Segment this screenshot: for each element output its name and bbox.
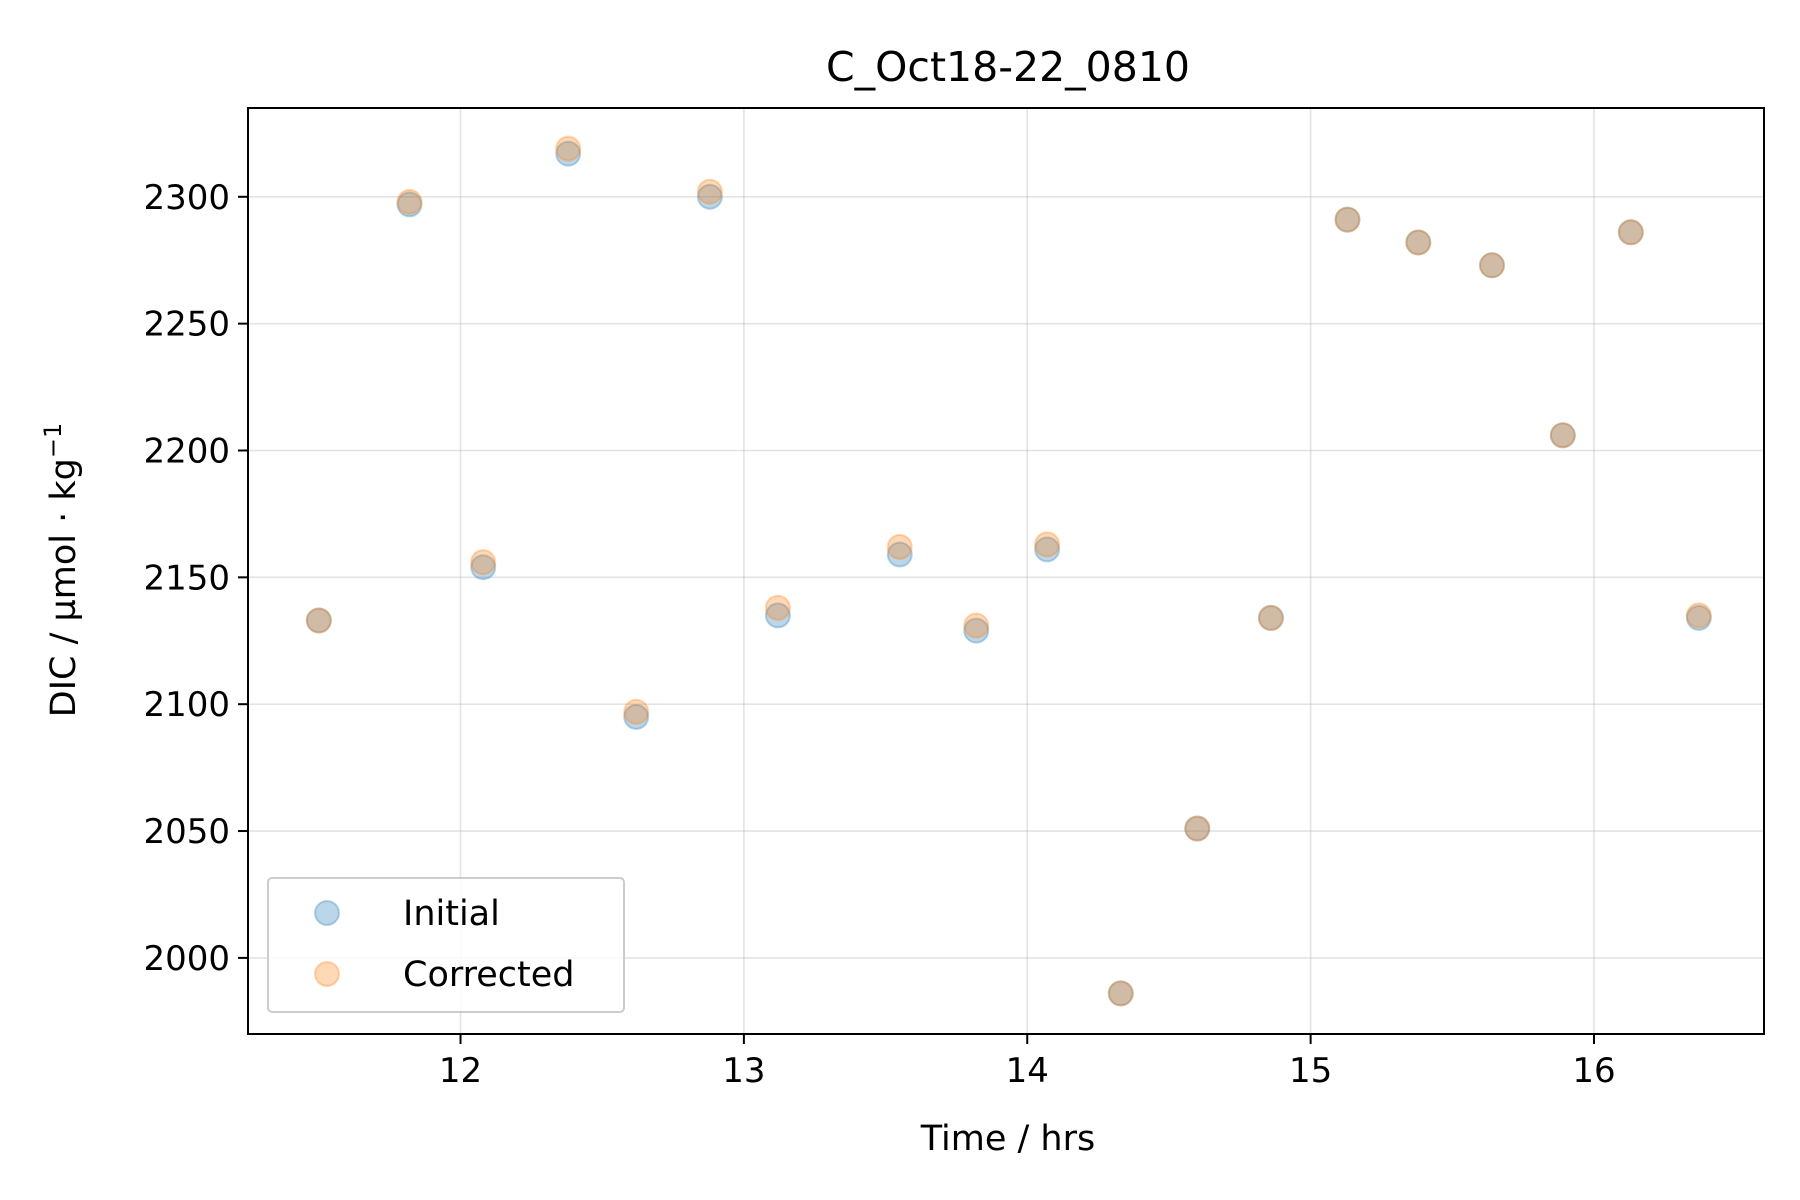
data-point-initial (623, 703, 650, 730)
y-tick-label: 2200 (143, 431, 230, 471)
data-point-corrected (470, 549, 497, 576)
data-point-corrected (1034, 531, 1061, 558)
data-point-corrected (305, 607, 332, 634)
data-point-corrected (1478, 252, 1505, 279)
data-point-corrected (396, 188, 423, 215)
legend-marker-initial (314, 900, 340, 926)
data-point-corrected (963, 612, 990, 639)
data-point-initial (1184, 815, 1211, 842)
y-axis: 2000 2050 2100 2150 2200 2250 2300 (143, 178, 248, 979)
data-point-initial (1405, 229, 1432, 256)
x-axis-label: Time / hrs (920, 1119, 1096, 1159)
y-axis-label-main: DIC / µmol · kg (44, 458, 84, 717)
data-point-initial (696, 183, 723, 210)
x-tick-label: 12 (439, 1051, 482, 1091)
y-tick-label: 2000 (143, 939, 230, 979)
chart-title: C_Oct18-22_0810 (826, 43, 1190, 91)
x-tick-label: 13 (722, 1051, 765, 1091)
data-point-corrected (1334, 206, 1361, 233)
data-point-initial (470, 554, 497, 581)
data-point-corrected (1107, 980, 1134, 1007)
data-point-corrected (1549, 422, 1576, 449)
data-points (305, 135, 1712, 1007)
legend-label-initial: Initial (403, 894, 500, 934)
data-point-initial (1478, 252, 1505, 279)
data-point-initial (1549, 422, 1576, 449)
y-tick-label: 2250 (143, 305, 230, 345)
data-point-corrected (1257, 604, 1284, 631)
legend-marker-corrected (314, 961, 340, 987)
data-point-corrected (1685, 602, 1712, 629)
data-point-corrected (764, 594, 791, 621)
legend-label-corrected: Corrected (403, 955, 575, 995)
data-point-corrected (1184, 815, 1211, 842)
series-initial (305, 140, 1712, 1007)
legend-box (267, 877, 625, 1013)
data-point-corrected (696, 178, 723, 205)
plot-frame (247, 107, 1765, 1035)
legend: Initial Corrected (267, 877, 625, 1013)
y-tick-label: 2050 (143, 812, 230, 852)
data-point-initial (1107, 980, 1134, 1007)
data-point-initial (1034, 536, 1061, 563)
data-point-corrected (555, 135, 582, 162)
data-point-corrected (1617, 219, 1644, 246)
y-axis-label: DIC / µmol · kg−1 (39, 423, 84, 718)
data-point-corrected (1405, 229, 1432, 256)
data-point-initial (396, 191, 423, 218)
data-point-initial (764, 602, 791, 629)
data-point-corrected (623, 698, 650, 725)
data-point-initial (305, 607, 332, 634)
data-point-initial (1617, 219, 1644, 246)
data-point-initial (886, 541, 913, 568)
data-point-initial (1257, 604, 1284, 631)
series-corrected (305, 135, 1712, 1007)
data-point-initial (963, 617, 990, 644)
data-point-initial (1685, 604, 1712, 631)
y-tick-label: 2100 (143, 685, 230, 725)
x-tick-label: 15 (1289, 1051, 1332, 1091)
x-tick-label: 16 (1572, 1051, 1615, 1091)
data-point-corrected (886, 533, 913, 560)
data-point-initial (555, 140, 582, 167)
x-tick-label: 14 (1006, 1051, 1049, 1091)
y-tick-label: 2150 (143, 558, 230, 598)
y-tick-label: 2300 (143, 178, 230, 218)
y-axis-label-superscript: −1 (39, 423, 67, 458)
data-point-initial (1334, 206, 1361, 233)
x-axis: 12 13 14 15 16 (439, 1034, 1616, 1091)
